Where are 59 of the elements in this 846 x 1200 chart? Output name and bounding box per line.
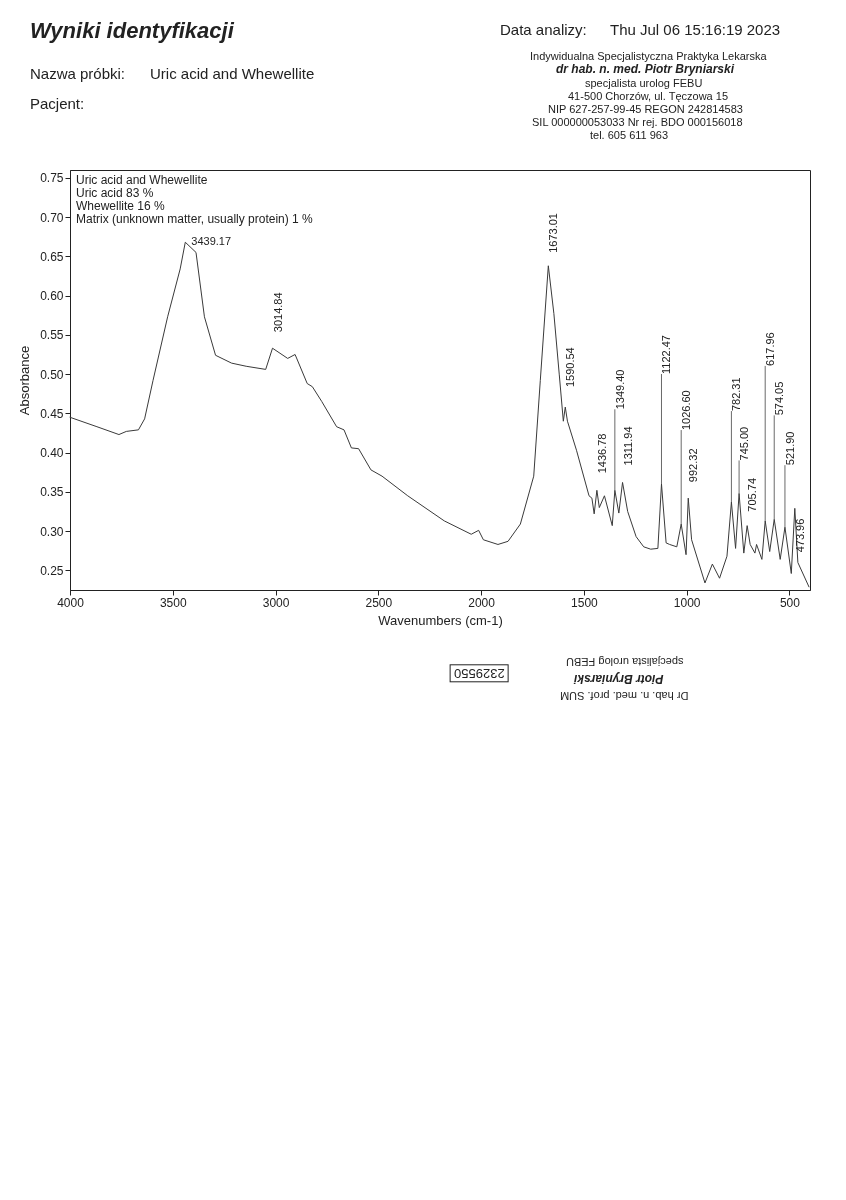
annotation: 1122.47 [660, 335, 673, 375]
chart-title: Wyniki identyfikacji [30, 18, 234, 44]
text: Pacjent: [30, 95, 85, 113]
annotation: 1026.60 [680, 390, 693, 431]
y-tick-label: 0.25 [40, 563, 64, 578]
text: tel. 605 611 963 [590, 129, 669, 142]
text: Dr hab. n. med. prof. SUM [560, 690, 689, 703]
y-tick-label: 0.70 [40, 210, 64, 225]
text: specjalista urolog FEBU [566, 656, 684, 669]
annotation: 705.74 [746, 477, 759, 512]
text: SIL 000000053033 Nr rej. BDO 000156018 [532, 116, 743, 129]
y-tick-label: 0.75 [40, 171, 64, 186]
annotation: 1673.01 [547, 213, 560, 253]
y-tick-label: 0.35 [40, 485, 64, 500]
annotation: Whewellite 16 % [76, 199, 165, 214]
x-tick-label: 3500 [159, 595, 187, 610]
annotation: 3014.84 [271, 292, 284, 333]
y-tick-label: 0.60 [40, 289, 64, 304]
annotation: 745.00 [738, 426, 751, 461]
annotation: 992.32 [687, 448, 700, 483]
annotation: 1349.40 [613, 369, 626, 410]
x-tick-label: 2000 [468, 595, 496, 610]
text: Piotr Bryniarski [574, 672, 664, 687]
y-tick-label: 0.40 [40, 446, 64, 461]
text: 2329550 [450, 664, 509, 683]
x-tick-label: 1500 [571, 595, 599, 610]
annotation: 1436.78 [595, 433, 608, 474]
x-tick-label: 1000 [673, 595, 701, 610]
y-tick-label: 0.65 [40, 249, 64, 264]
annotation: 1311.94 [621, 426, 634, 466]
text: dr hab. n. med. Piotr Bryniarski [556, 62, 735, 77]
annotation: Uric acid 83 % [76, 186, 154, 201]
annotation: 521.90 [783, 431, 796, 466]
annotation: 473.96 [793, 518, 806, 553]
text: Thu Jul 06 15:16:19 2023 [610, 21, 781, 39]
y-tick-label: 0.50 [40, 367, 64, 382]
y-tick-label: 0.55 [40, 328, 64, 343]
annotation: 574.05 [773, 381, 786, 416]
x-tick-label: 2500 [365, 595, 393, 610]
text: Indywidualna Specjalistyczna Praktyka Lekarska [530, 50, 767, 63]
x-tick-label: 3000 [262, 595, 290, 610]
annotation: 782.31 [730, 377, 743, 412]
annotation: 617.96 [764, 332, 777, 366]
text: Nazwa próbki: [30, 65, 126, 83]
text: Data analizy: [500, 21, 587, 39]
text: 41-500 Chorzów, ul. Tęczowa 15 [568, 90, 728, 103]
annotation: Uric acid and Whewellite [76, 173, 208, 188]
annotation: 3439.17 [191, 235, 232, 248]
y-tick-label: 0.30 [40, 524, 64, 539]
annotation: 1590.54 [564, 347, 577, 388]
x-axis-title: Wavenumbers (cm-1) [378, 612, 503, 628]
text: Uric acid and Whewellite [150, 65, 315, 83]
x-tick-label: 4000 [57, 595, 85, 610]
y-tick-label: 0.45 [40, 406, 64, 421]
text: specjalista urolog FEBU [585, 77, 703, 90]
text: NIP 627-257-99-45 REGON 242814583 [548, 103, 743, 116]
x-tick-label: 500 [779, 595, 801, 610]
y-axis-title: Absorbance [17, 345, 33, 416]
annotation: Matrix (unknown matter, usually protein) 1 % [76, 212, 313, 227]
